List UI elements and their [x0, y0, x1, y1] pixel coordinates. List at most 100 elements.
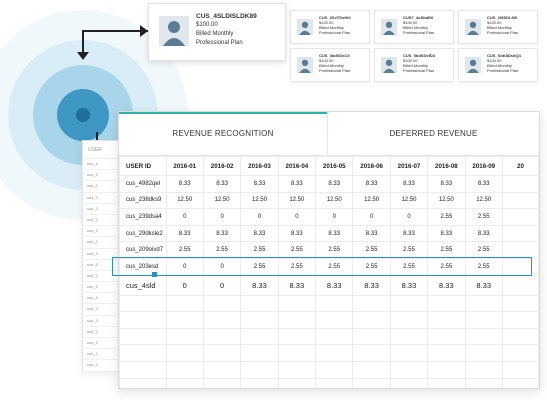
revenue-cell[interactable]: 12.50: [165, 191, 204, 210]
table-row[interactable]: cus_29dksle2 8.33 8.33 8.33 8.33 8.33 8.33 8.33…: [119, 224, 539, 243]
customer-card[interactable]: CUS_5bdSDsfD4 $100.00 Billed Monthly Profes…: [374, 48, 454, 82]
table-row[interactable]: cus_239dsa4 0 0 0 0 0 0 0 2.55 2.55: [119, 208, 539, 226]
column-header-month[interactable]: 2016-06: [352, 156, 391, 176]
revenue-cell[interactable]: [501, 208, 539, 226]
revenue-cell[interactable]: 0: [389, 208, 429, 226]
revenue-cell[interactable]: 2.55: [464, 257, 503, 276]
user-id-cell[interactable]: cus_4982qel: [119, 175, 167, 193]
featured-customer-card[interactable]: CUS_4SLDISLDK89 $100.00 Billed Monthly P…: [148, 3, 286, 61]
column-header-user-id[interactable]: USER ID: [119, 156, 167, 176]
revenue-cell[interactable]: 2.55: [352, 241, 391, 259]
revenue-cell[interactable]: 2.55: [277, 241, 317, 259]
table-row[interactable]: cus_203esd 0 0 2.55 2.55 2.55 2.55 2.55 2.55 2.55: [119, 257, 539, 276]
revenue-cell[interactable]: 12.50: [464, 191, 503, 210]
user-id-cell[interactable]: cus_238dks9: [119, 191, 167, 210]
revenue-cell[interactable]: [501, 224, 539, 243]
revenue-cell[interactable]: 2.55: [165, 241, 204, 259]
revenue-cell[interactable]: 8.33: [277, 224, 317, 243]
customer-card[interactable]: CUS_SbK8DsdQ4 $100.00 Billed Monthly Profes…: [458, 48, 538, 82]
revenue-cell[interactable]: 8.33: [389, 175, 429, 193]
revenue-cell[interactable]: 2.55: [389, 257, 429, 276]
column-header-month[interactable]: 2016-04: [277, 156, 317, 176]
revenue-cell[interactable]: 2.55: [315, 241, 354, 259]
revenue-cell[interactable]: 8.33: [202, 224, 242, 243]
column-header-month[interactable]: 2016-03: [240, 156, 279, 176]
revenue-cell[interactable]: 0: [202, 274, 242, 296]
revenue-cell[interactable]: 8.33: [277, 175, 317, 193]
revenue-cell[interactable]: 8.33: [240, 274, 279, 296]
revenue-cell[interactable]: 8.33: [389, 224, 429, 243]
column-header-month[interactable]: 2016-07: [389, 156, 429, 176]
revenue-cell[interactable]: 0: [165, 274, 204, 296]
tab-deferred-revenue[interactable]: DEFERRED REVENUE: [327, 112, 539, 155]
revenue-cell[interactable]: 2.55: [464, 208, 503, 226]
revenue-cell[interactable]: 0: [240, 208, 279, 226]
revenue-cell[interactable]: 2.55: [277, 257, 317, 276]
revenue-cell[interactable]: 12.50: [315, 191, 354, 210]
revenue-cell[interactable]: 8.33: [352, 175, 391, 193]
revenue-cell[interactable]: 0: [165, 208, 204, 226]
revenue-cell[interactable]: 0: [277, 208, 317, 226]
revenue-cell[interactable]: 8.33: [464, 175, 503, 193]
revenue-cell[interactable]: 8.33: [202, 175, 242, 193]
revenue-cell[interactable]: 2.55: [315, 257, 354, 276]
table-row[interactable]: cus_209oivd7 2.55 2.55 2.55 2.55 2.55 2.55 2.55…: [119, 241, 539, 259]
revenue-cell[interactable]: 0: [315, 208, 354, 226]
revenue-cell[interactable]: 8.33: [240, 224, 279, 243]
revenue-cell[interactable]: 8.33: [315, 224, 354, 243]
revenue-cell[interactable]: [501, 241, 539, 259]
customer-card[interactable]: CUS_3SvTDsHi0 $100.00 Billed Monthly Profes…: [290, 10, 370, 44]
revenue-cell[interactable]: 8.33: [165, 175, 204, 193]
column-header-month[interactable]: 2016-09: [464, 156, 503, 176]
revenue-cell[interactable]: 12.50: [202, 191, 242, 210]
user-id-cell[interactable]: cus_29dksle2: [119, 224, 167, 243]
revenue-cell[interactable]: 2.55: [427, 241, 466, 259]
revenue-cell[interactable]: 2.55: [202, 241, 242, 259]
revenue-cell[interactable]: 8.33: [464, 274, 503, 296]
revenue-cell[interactable]: 8.33: [464, 224, 503, 243]
revenue-cell[interactable]: 2.55: [427, 208, 466, 226]
selected-table-row[interactable]: cus_4sld 0 0 8.33 8.33 8.33 8.33 8.33 8.33 8.33: [119, 274, 539, 296]
revenue-cell[interactable]: 2.55: [240, 241, 279, 259]
revenue-cell[interactable]: [501, 191, 539, 210]
revenue-cell[interactable]: 12.50: [352, 191, 391, 210]
column-header-month[interactable]: 20: [501, 156, 539, 176]
user-id-cell[interactable]: cus_203esd: [119, 257, 167, 276]
revenue-cell[interactable]: 12.50: [277, 191, 317, 210]
revenue-cell[interactable]: 8.33: [352, 274, 391, 296]
revenue-cell[interactable]: 12.50: [240, 191, 279, 210]
revenue-cell[interactable]: 2.55: [240, 257, 279, 276]
revenue-cell[interactable]: [501, 175, 539, 193]
table-row[interactable]: cus_238dks9 12.50 12.50 12.50 12.50 12.50 12.5…: [119, 191, 539, 210]
customer-card[interactable]: CUS_3bdSDsC0 $100.00 Billed Monthly Profess…: [290, 48, 370, 82]
customer-card[interactable]: CUS_2f8SDLf30 $100.00 Billed Monthly Profes…: [458, 10, 538, 44]
revenue-cell[interactable]: 12.50: [427, 191, 466, 210]
tab-revenue-recognition[interactable]: REVENUE RECOGNITION: [119, 112, 327, 155]
column-header-month[interactable]: 2016-02: [202, 156, 242, 176]
table-row[interactable]: cus_4982qel 8.33 8.33 8.33 8.33 8.33 8.33 8.33 8…: [119, 175, 539, 193]
revenue-cell[interactable]: 0: [165, 257, 204, 276]
selection-handle[interactable]: [152, 272, 157, 277]
revenue-cell[interactable]: [501, 257, 539, 276]
revenue-cell[interactable]: 8.33: [240, 175, 279, 193]
revenue-cell[interactable]: 8.33: [427, 274, 466, 296]
revenue-cell[interactable]: 8.33: [427, 224, 466, 243]
revenue-cell[interactable]: 8.33: [427, 175, 466, 193]
column-header-month[interactable]: 2016-01: [165, 156, 204, 176]
revenue-cell[interactable]: 8.33: [315, 274, 354, 296]
revenue-cell[interactable]: 2.55: [389, 241, 429, 259]
revenue-cell[interactable]: 2.55: [464, 241, 503, 259]
revenue-cell[interactable]: 2.55: [427, 257, 466, 276]
customer-card[interactable]: CUS7_4oSbdD0 $100.00 Billed Monthly Profess…: [374, 10, 454, 44]
user-id-cell[interactable]: cus_209oivd7: [119, 241, 167, 259]
column-header-month[interactable]: 2016-05: [315, 156, 354, 176]
revenue-cell[interactable]: 8.33: [165, 224, 204, 243]
revenue-cell[interactable]: 8.33: [315, 175, 354, 193]
user-id-cell[interactable]: cus_4sld: [119, 274, 167, 296]
revenue-cell[interactable]: 8.33: [277, 274, 317, 296]
revenue-cell[interactable]: 12.50: [389, 191, 429, 210]
revenue-cell[interactable]: [501, 274, 539, 296]
revenue-cell[interactable]: 8.33: [389, 274, 429, 296]
revenue-cell[interactable]: 2.55: [352, 257, 391, 276]
revenue-cell[interactable]: 8.33: [352, 224, 391, 243]
